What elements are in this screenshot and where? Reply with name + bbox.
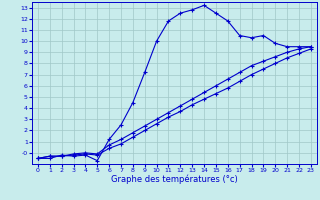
X-axis label: Graphe des températures (°c): Graphe des températures (°c): [111, 175, 238, 184]
